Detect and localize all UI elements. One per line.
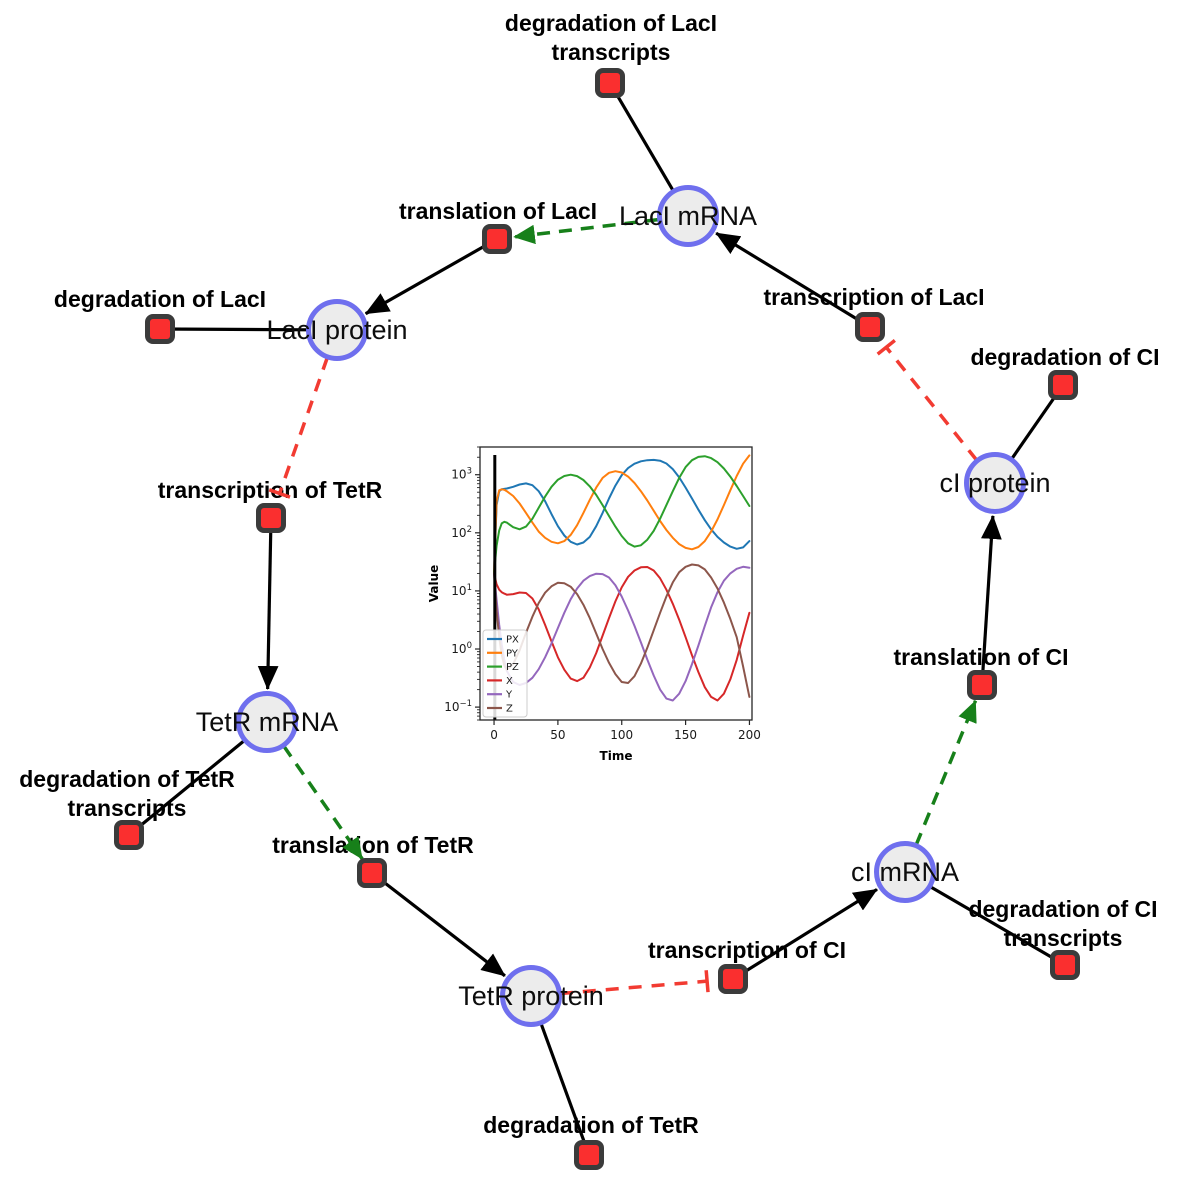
reaction-label-line: translation of CI: [893, 644, 1069, 670]
legend-label-Z: Z: [506, 704, 513, 715]
reaction-label-degradation-ci-transcripts: degradation of CI transcripts: [968, 895, 1157, 953]
species-node-tetr-mrna[interactable]: [236, 691, 298, 753]
y-tick-label: 101: [451, 583, 472, 598]
legend-label-PZ: PZ: [506, 662, 519, 673]
plot-frame: [479, 446, 753, 721]
y-tick-label: 102: [451, 525, 472, 540]
legend-label-Y: Y: [505, 690, 513, 701]
reaction-label-line: degradation of LacI: [53, 286, 267, 312]
edge-production-transcription-ci-to-ci-mrna: [732, 888, 878, 981]
reaction-label-line: transcripts: [551, 39, 671, 65]
edge-degradation-tetr-mrna-to-degradation-tetr-transcripts: [127, 739, 246, 837]
reaction-label-line: degradation of LacI: [504, 10, 718, 36]
inhibition-tbar-transcription-tetr: [268, 488, 291, 499]
reaction-label-degradation-tetr-transcripts: degradation of TetR transcripts: [19, 765, 235, 823]
reaction-label-line: transcripts: [67, 795, 187, 821]
edge-translation-ci-mrna-to-translation-ci: [914, 700, 978, 846]
legend-label-PY: PY: [506, 648, 519, 659]
edge-production-translation-laci-to-laci-protein: [364, 237, 498, 316]
inhibition-tbar-transcription-ci: [704, 970, 710, 993]
x-axis-label: Time: [600, 749, 633, 763]
reaction-label-line: transcription of LacI: [763, 284, 985, 310]
edge-inhibition-laci-protein-to-transcription-tetr: [277, 356, 330, 495]
y-tick-label: 100: [451, 641, 472, 656]
reaction-label-translation-tetr: translation of TetR: [272, 831, 473, 860]
reaction-node-degradation-tetr[interactable]: [574, 1140, 604, 1170]
reaction-label-line: degradation of CI: [968, 896, 1158, 922]
species-node-laci-protein[interactable]: [306, 299, 368, 361]
reaction-label-degradation-ci: degradation of CI: [970, 343, 1159, 372]
reaction-label-degradation-laci-transcripts: degradation of LacI transcripts: [505, 9, 717, 67]
x-tick-label: 0: [490, 728, 498, 742]
reaction-node-degradation-tetr-transcripts[interactable]: [114, 820, 144, 850]
reaction-node-degradation-ci[interactable]: [1048, 370, 1078, 400]
y-axis-label: Value: [427, 565, 441, 603]
edge-inhibition-ci-protein-to-transcription-laci: [884, 346, 979, 462]
reaction-node-transcription-tetr[interactable]: [256, 503, 286, 533]
edge-translation-tetr-mrna-to-translation-tetr: [282, 744, 364, 861]
reaction-label-degradation-laci: degradation of LacI: [54, 285, 266, 314]
edge-production-translation-tetr-to-tetr-protein: [371, 871, 506, 978]
reaction-label-line: degradation of TetR: [483, 1112, 699, 1138]
reaction-label-transcription-ci: transcription of CI: [648, 936, 846, 965]
reaction-label-line: translation of LacI: [398, 198, 598, 224]
reaction-label-degradation-tetr: degradation of TetR: [483, 1111, 699, 1140]
reaction-label-line: transcription of CI: [647, 937, 847, 963]
reaction-label-translation-laci: translation of LacI: [399, 197, 597, 226]
reaction-node-degradation-laci[interactable]: [145, 314, 175, 344]
inhibition-tbar-transcription-laci: [876, 339, 896, 356]
species-label-tetr-protein: TetR protein: [458, 981, 604, 1011]
reaction-node-degradation-laci-transcripts[interactable]: [595, 68, 625, 98]
reaction-node-translation-laci[interactable]: [482, 224, 512, 254]
species-node-laci-mrna[interactable]: [657, 185, 719, 247]
y-tick-label: 10−1: [444, 699, 472, 714]
reaction-node-degradation-ci-transcripts[interactable]: [1050, 950, 1080, 980]
y-tick-label: 103: [451, 467, 472, 482]
reaction-label-translation-ci: translation of CI: [893, 643, 1068, 672]
series-line-PX: [493, 458, 751, 575]
edge-inhibition-tetr-protein-to-transcription-ci: [559, 979, 708, 996]
reaction-label-line: transcripts: [1003, 925, 1123, 951]
reaction-node-transcription-laci[interactable]: [855, 312, 885, 342]
species-node-ci-protein[interactable]: [964, 452, 1026, 514]
legend-label-PX: PX: [506, 635, 519, 646]
x-tick-label: 150: [674, 728, 697, 742]
edge-translation-laci-mrna-to-translation-laci: [513, 217, 660, 245]
reaction-label-line: degradation of CI: [970, 344, 1160, 370]
reaction-label-transcription-laci: transcription of LacI: [763, 283, 984, 312]
edge-degradation-laci-mrna-to-degradation-laci-transcripts: [608, 82, 675, 192]
species-label-ci-mrna: cI mRNA: [851, 857, 959, 887]
reaction-node-transcription-ci[interactable]: [718, 964, 748, 994]
x-tick-label: 200: [738, 728, 761, 742]
reaction-label-line: translation of TetR: [272, 832, 474, 858]
x-tick-label: 50: [550, 728, 565, 742]
time-series-inset-chart: 0 50 100 150 200 10−1 100 101 102 103 Time Value PX P…: [427, 446, 761, 763]
species-label-laci-protein: LacI protein: [266, 315, 408, 345]
edge-degradation-ci-mrna-to-degradation-ci-transcripts: [929, 885, 1066, 967]
species-label-ci-protein: cI protein: [939, 468, 1051, 498]
edge-degradation-laci-protein-to-degradation-laci: [159, 327, 309, 332]
series-line-PY: [493, 454, 751, 575]
species-label-laci-mrna: LacI mRNA: [618, 201, 758, 231]
edge-degradation-tetr-protein-to-degradation-tetr: [539, 1022, 591, 1156]
legend-box: [482, 629, 528, 718]
reaction-node-translation-ci[interactable]: [967, 670, 997, 700]
edge-production-translation-ci-to-ci-protein: [980, 514, 1002, 686]
species-node-ci-mrna[interactable]: [874, 841, 936, 903]
legend-label-X: X: [506, 676, 513, 687]
reaction-node-translation-tetr[interactable]: [357, 858, 387, 888]
species-label-tetr-mrna: TetR mRNA: [195, 707, 339, 737]
edge-production-transcription-tetr-to-tetr-mrna: [257, 517, 279, 690]
series-line-X: [493, 566, 751, 702]
x-tick-label: 100: [610, 728, 633, 742]
series-line-PZ: [493, 455, 751, 575]
edge-production-transcription-laci-to-laci-mrna: [715, 231, 871, 329]
species-node-tetr-protein[interactable]: [500, 965, 562, 1027]
